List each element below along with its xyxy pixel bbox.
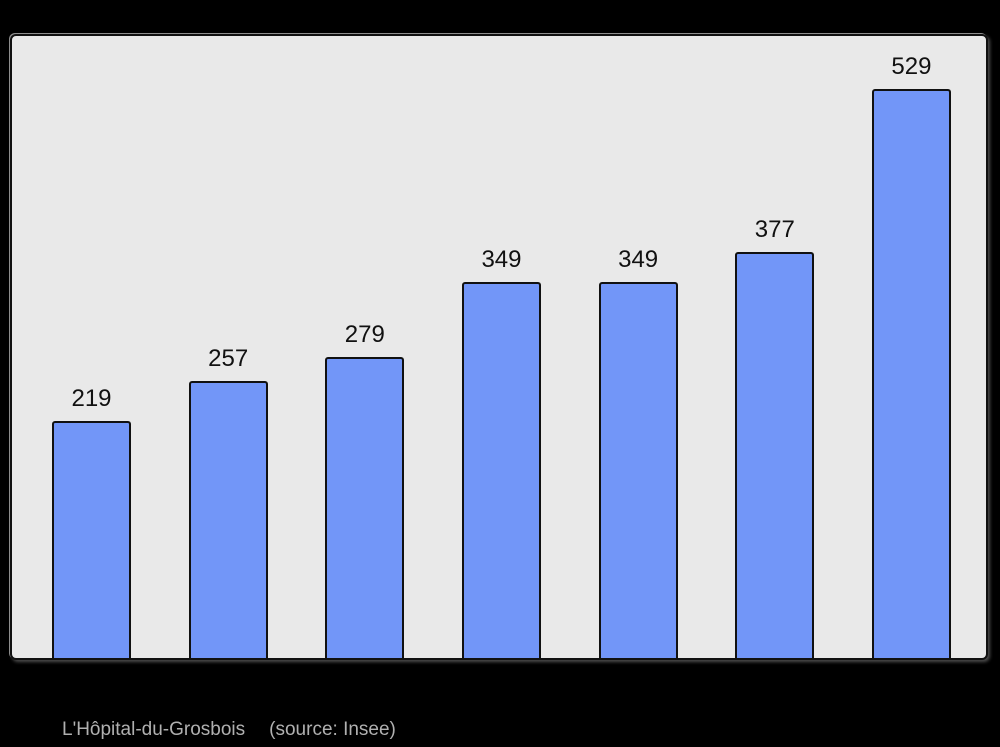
bar-value-label: 529: [891, 53, 932, 80]
bar-value-label: 279: [344, 321, 385, 348]
bar: 219: [52, 387, 131, 658]
caption-source: (source: Insee): [269, 719, 396, 740]
bar: 279: [325, 323, 405, 658]
bar-chart-panel: 219 257 279 349 349 377 529: [10, 34, 988, 660]
bar: 349: [461, 248, 541, 658]
bar-value-label: 219: [71, 385, 112, 412]
bar: 377: [735, 218, 815, 658]
bar-value-label: 349: [481, 246, 522, 273]
bar: 257: [188, 347, 268, 658]
bar-value-label: 377: [754, 216, 795, 243]
bar-value-label: 257: [208, 345, 249, 372]
bar: 529: [871, 55, 951, 658]
chart-caption: L'Hôpital-du-Grosbois (source: Insee): [62, 719, 396, 742]
bar-value-label: 349: [618, 246, 659, 273]
bars-container: 219 257 279 349 349 377 529: [12, 36, 986, 658]
caption-place-name: L'Hôpital-du-Grosbois: [62, 719, 246, 740]
bar: 349: [598, 248, 678, 658]
